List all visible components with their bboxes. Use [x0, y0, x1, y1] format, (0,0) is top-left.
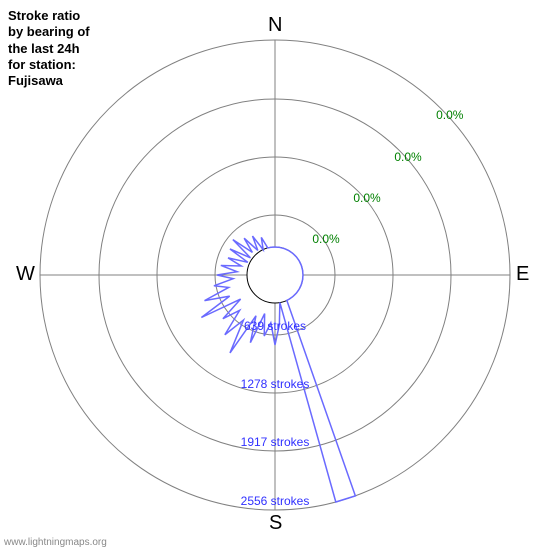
cardinal-s: S: [269, 512, 282, 535]
footer-attribution: www.lightningmaps.org: [4, 537, 107, 548]
ring-strokes-label: 1278 strokes: [241, 377, 310, 391]
ring-strokes-label: 639 strokes: [244, 319, 306, 333]
ring-pct-label: 0.0%: [394, 150, 421, 164]
ring-pct-label: 0.0%: [312, 232, 339, 246]
polar-chart-container: { "title": "Stroke ratio\nby bearing of\…: [0, 0, 550, 550]
ring-pct-label: 0.0%: [353, 191, 380, 205]
cardinal-e: E: [516, 263, 529, 286]
cardinal-w: W: [16, 263, 35, 286]
ring-strokes-label: 1917 strokes: [241, 435, 310, 449]
cardinal-n: N: [268, 14, 282, 37]
ring-strokes-label: 2556 strokes: [241, 494, 310, 508]
ring-pct-label: 0.0%: [436, 108, 463, 122]
chart-title: Stroke ratio by bearing of the last 24h …: [8, 8, 90, 89]
